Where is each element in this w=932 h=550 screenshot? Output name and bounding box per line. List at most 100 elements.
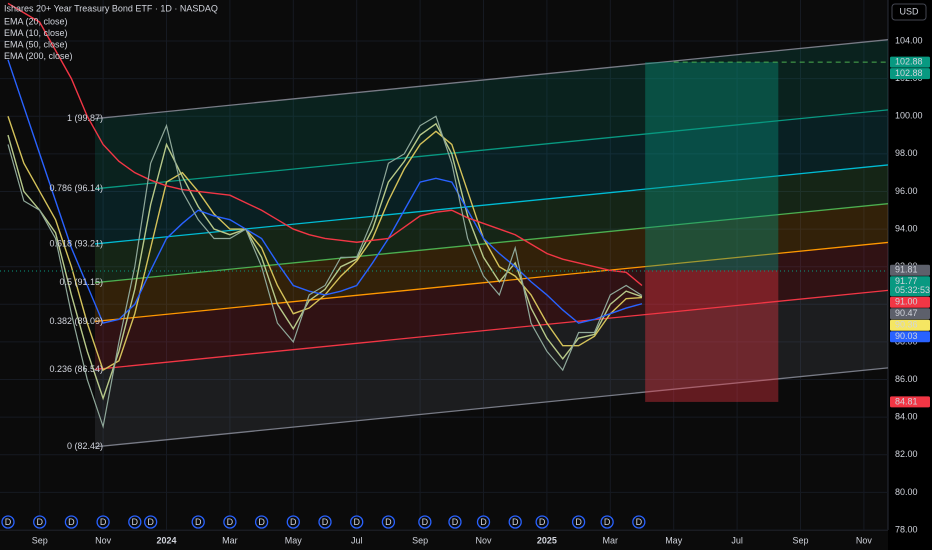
y-tick-label: 80.00 — [895, 487, 918, 497]
dividend-marker[interactable] — [381, 515, 396, 529]
dividend-marker[interactable] — [1, 515, 15, 529]
dividend-marker[interactable] — [418, 515, 432, 529]
fib-line — [94, 39, 888, 120]
fib-band — [95, 164, 888, 283]
fib-band — [95, 242, 888, 370]
legend-entry: EMA (10, close) — [4, 28, 68, 38]
y-tick-label: 104.00 — [895, 35, 923, 45]
position-loss — [645, 270, 779, 402]
dividend-label: D — [290, 517, 297, 527]
price-label: 90.03 — [895, 331, 918, 341]
dividend-marker[interactable] — [571, 515, 586, 529]
y-tick-label: 96.00 — [895, 186, 918, 196]
price-label: 91.81 — [895, 265, 918, 275]
y-tick-label: 86.00 — [895, 374, 918, 384]
dividend-label: D — [322, 517, 329, 527]
x-tick-label: 2025 — [537, 535, 557, 545]
fib-label: 0.5 (91.15) — [59, 277, 103, 287]
dividend-label: D — [480, 517, 487, 527]
currency: USD — [899, 6, 919, 16]
x-tick-label: Sep — [412, 535, 428, 545]
ema-line — [7, 2, 643, 287]
price-label: 102.88 — [895, 68, 923, 78]
dividend-label: D — [132, 517, 139, 527]
dividend-marker[interactable] — [191, 515, 205, 529]
fib-line — [94, 289, 888, 371]
price-label: 90.47 — [895, 308, 918, 318]
fib-band — [95, 109, 888, 244]
dividend-label: D — [422, 517, 429, 527]
x-tick-label: Nov — [856, 535, 873, 545]
dividend-marker[interactable] — [600, 515, 614, 529]
fib-label: 0 (82.42) — [67, 441, 103, 451]
ema-line — [7, 59, 643, 324]
price-label-bg — [890, 396, 930, 408]
price-label: 91.00 — [895, 297, 918, 307]
currency-box[interactable] — [891, 3, 927, 21]
price-label-bg — [890, 296, 930, 308]
fib-label: 0.618 (93.21) — [49, 238, 103, 248]
price-label-bg — [890, 308, 930, 320]
dividend-marker[interactable] — [476, 515, 491, 529]
dividend-marker[interactable] — [223, 515, 237, 529]
y-tick-label: 78.00 — [895, 524, 918, 534]
dividend-marker[interactable] — [535, 515, 549, 529]
dividend-marker[interactable] — [33, 515, 47, 529]
legend-entry: EMA (50, close) — [4, 39, 68, 49]
dividend-label: D — [258, 517, 265, 527]
dividend-marker[interactable] — [254, 515, 269, 529]
dividend-label: D — [195, 517, 202, 527]
dividend-marker[interactable] — [318, 515, 332, 529]
fib-line — [94, 241, 888, 323]
x-tick-label: Mar — [603, 535, 619, 545]
dividend-marker[interactable] — [143, 515, 158, 529]
dividend-label: D — [5, 517, 12, 527]
price-label: 102.88 — [895, 56, 923, 66]
plot — [0, 0, 888, 530]
x-tick-label: May — [285, 535, 303, 545]
price-label: 84.81 — [895, 396, 918, 406]
price-label-bg — [890, 319, 930, 331]
fib-band — [95, 39, 888, 189]
dividend-label: D — [636, 517, 643, 527]
fib-label: 0.382 (89.09) — [49, 316, 103, 326]
dividend-label: D — [604, 517, 611, 527]
x-tick-label: Sep — [792, 535, 808, 545]
dividend-marker[interactable] — [508, 515, 522, 529]
fib-line — [94, 164, 888, 245]
y-tick-label: 82.00 — [895, 449, 918, 459]
x-tick-label: May — [665, 535, 683, 545]
dividend-marker[interactable] — [448, 515, 462, 529]
dividend-label: D — [512, 517, 519, 527]
price-label-bg — [890, 331, 930, 343]
dividend-label: D — [36, 517, 43, 527]
dividend-marker[interactable] — [96, 515, 110, 529]
dividend-marker[interactable] — [632, 515, 646, 529]
x-tick-label: Mar — [222, 535, 238, 545]
dividend-marker[interactable] — [128, 515, 142, 529]
dividend-marker[interactable] — [286, 515, 300, 529]
x-tick-label: Nov — [95, 535, 112, 545]
dividend-marker[interactable] — [64, 515, 79, 529]
position-profit — [645, 62, 779, 271]
y-tick-label: 100.00 — [895, 111, 923, 121]
x-tick-label: Jul — [731, 535, 743, 545]
price-label-bg — [890, 276, 930, 297]
x-tick-label: 2024 — [156, 535, 176, 545]
fib-label: 0.786 (96.14) — [49, 183, 103, 193]
price-label-bg — [890, 264, 930, 276]
price-line — [7, 115, 643, 429]
dividend-marker[interactable] — [350, 515, 364, 529]
price-countdown: 05:32:53 — [895, 285, 930, 295]
y-tick-label: 98.00 — [895, 148, 918, 158]
y-tick-label: 84.00 — [895, 412, 918, 422]
chart-title: Ishares 20+ Year Treasury Bond ETF · 1D … — [4, 3, 218, 13]
price-label-bg — [890, 56, 930, 68]
dividend-label: D — [147, 517, 154, 527]
dividend-label: D — [575, 517, 582, 527]
dividend-label: D — [385, 517, 392, 527]
price-label: 90.36 — [895, 320, 918, 330]
fib-band — [95, 203, 888, 322]
fib-line — [94, 367, 888, 448]
